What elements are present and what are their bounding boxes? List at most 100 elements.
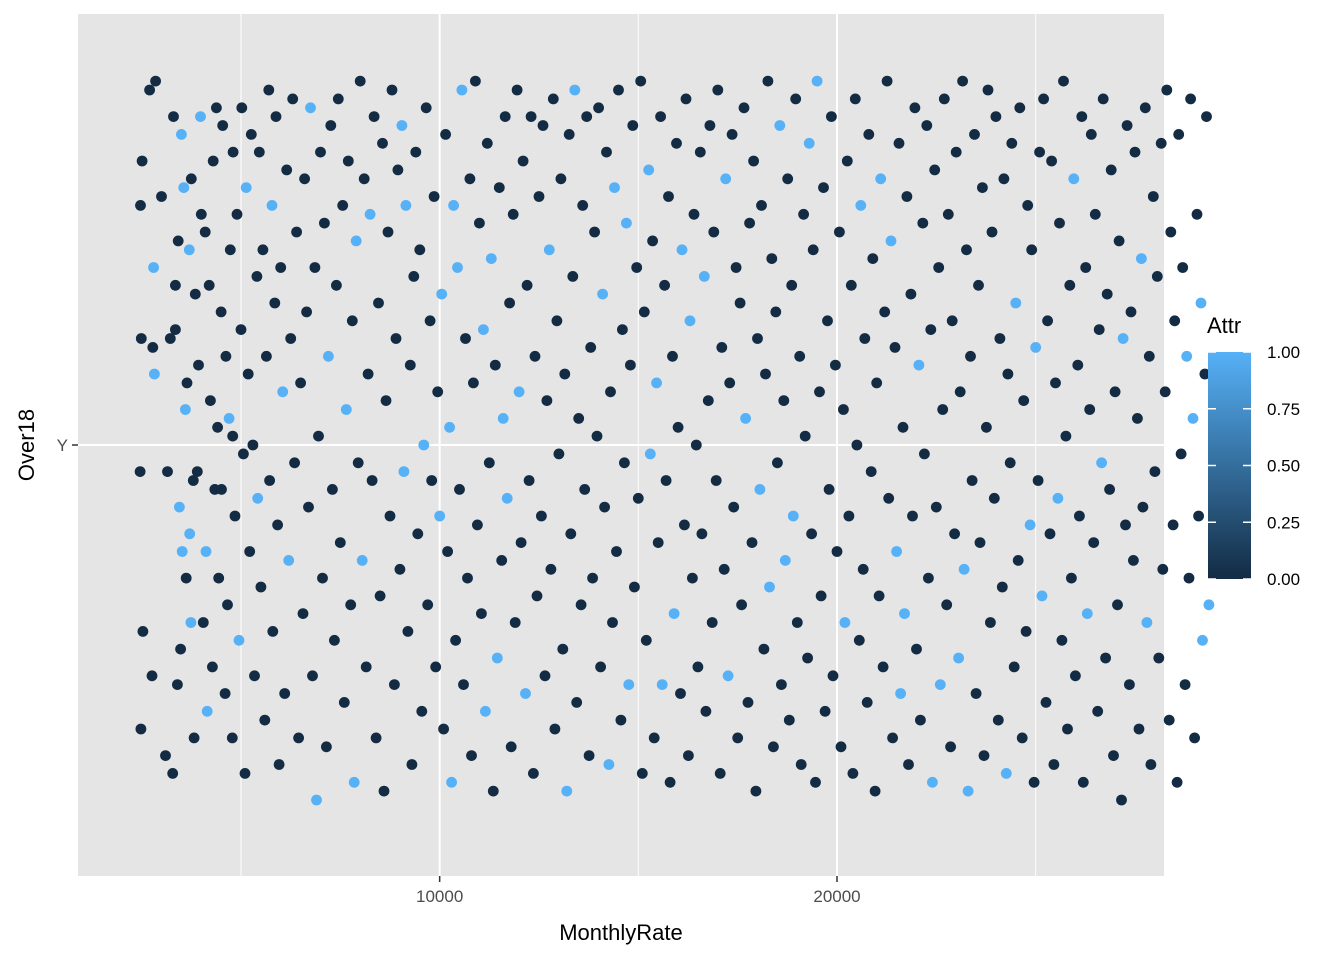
scatter-point bbox=[1116, 794, 1127, 806]
scatter-point bbox=[200, 546, 212, 557]
scatter-point bbox=[207, 155, 219, 167]
scatter-point bbox=[251, 271, 263, 282]
scatter-point bbox=[176, 546, 188, 557]
scatter-point bbox=[623, 679, 635, 690]
scatter-point bbox=[631, 262, 643, 273]
scatter-point bbox=[394, 563, 406, 575]
scatter-point bbox=[420, 102, 432, 114]
scatter-point bbox=[865, 466, 877, 477]
scatter-point bbox=[770, 306, 782, 318]
legend-break-label: 0.75 bbox=[1267, 400, 1300, 419]
scatter-point bbox=[438, 723, 449, 735]
scatter-point bbox=[679, 519, 690, 531]
scatter-point bbox=[191, 466, 203, 477]
scatter-point bbox=[1022, 200, 1034, 211]
scatter-point bbox=[1181, 350, 1193, 362]
scatter-point bbox=[752, 333, 763, 344]
scatter-point bbox=[647, 235, 658, 247]
scatter-point bbox=[255, 581, 267, 593]
scatter-point bbox=[313, 430, 324, 442]
scatter-point bbox=[818, 182, 829, 194]
scatter-point bbox=[599, 501, 610, 513]
scatter-point bbox=[736, 599, 747, 611]
scatter-point bbox=[174, 501, 185, 513]
scatter-point bbox=[185, 173, 197, 185]
scatter-point bbox=[819, 705, 831, 717]
scatter-point bbox=[266, 200, 278, 211]
scatter-point bbox=[378, 785, 390, 797]
scatter-point bbox=[293, 732, 304, 744]
scatter-point bbox=[949, 528, 960, 540]
scatter-point bbox=[1105, 164, 1117, 176]
scatter-point bbox=[1010, 297, 1022, 309]
scatter-point bbox=[281, 164, 293, 176]
scatter-point bbox=[1088, 537, 1100, 548]
scatter-point bbox=[923, 572, 934, 584]
scatter-point bbox=[472, 519, 483, 531]
scatter-point bbox=[470, 75, 481, 87]
scatter-point bbox=[1179, 679, 1191, 690]
scatter-point bbox=[961, 244, 972, 256]
scatter-point bbox=[377, 137, 388, 149]
scatter-point bbox=[1012, 555, 1024, 566]
scatter-point bbox=[636, 768, 648, 779]
scatter-point bbox=[252, 492, 264, 504]
scatter-point bbox=[456, 84, 468, 96]
scatter-point bbox=[1169, 315, 1181, 327]
scatter-point bbox=[903, 759, 914, 770]
scatter-point bbox=[1136, 253, 1147, 264]
scatter-point bbox=[468, 377, 479, 389]
scatter-point bbox=[895, 688, 906, 699]
x-tick-label: 10000 bbox=[416, 887, 463, 906]
scatter-point bbox=[491, 652, 503, 664]
scatter-point bbox=[810, 776, 821, 788]
scatter-point bbox=[504, 297, 515, 309]
scatter-point bbox=[1189, 732, 1200, 744]
scatter-point bbox=[791, 617, 803, 628]
scatter-point bbox=[1081, 608, 1093, 619]
scatter-point bbox=[807, 244, 819, 256]
scatter-point bbox=[583, 750, 595, 761]
scatter-point bbox=[644, 448, 656, 460]
scatter-point bbox=[462, 572, 473, 584]
scatter-point bbox=[1032, 475, 1044, 486]
scatter-point bbox=[710, 475, 722, 486]
scatter-point bbox=[162, 466, 173, 477]
scatter-point bbox=[236, 102, 248, 114]
scatter-point bbox=[224, 244, 236, 256]
scatter-point bbox=[523, 475, 535, 486]
x-tick-label: 20000 bbox=[813, 887, 860, 906]
scatter-point bbox=[632, 492, 644, 504]
scatter-point bbox=[464, 173, 476, 185]
scatter-point bbox=[1129, 146, 1141, 158]
scatter-point bbox=[452, 262, 463, 273]
scatter-point bbox=[1048, 759, 1060, 770]
scatter-point bbox=[396, 120, 408, 131]
scatter-point bbox=[1193, 510, 1204, 522]
scatter-point bbox=[806, 528, 817, 540]
scatter-point bbox=[137, 626, 149, 637]
scatter-point bbox=[307, 670, 318, 682]
scatter-point bbox=[855, 200, 867, 211]
scatter-point bbox=[841, 155, 853, 167]
scatter-point bbox=[732, 732, 744, 744]
scatter-point bbox=[410, 146, 422, 158]
scatter-point bbox=[1066, 572, 1077, 584]
scatter-point bbox=[663, 191, 674, 202]
scatter-point bbox=[551, 315, 563, 327]
scatter-point bbox=[768, 741, 779, 753]
scatter-point bbox=[579, 484, 591, 495]
scatter-point bbox=[1108, 750, 1119, 761]
scatter-point bbox=[287, 93, 299, 105]
scatter-point bbox=[1171, 776, 1183, 788]
scatter-point bbox=[559, 368, 571, 380]
scatter-point bbox=[1143, 350, 1155, 362]
scatter-point bbox=[823, 484, 835, 495]
scatter-point bbox=[233, 634, 245, 646]
scatter-point bbox=[1068, 173, 1080, 185]
scatter-point bbox=[857, 563, 869, 575]
scatter-point bbox=[734, 297, 746, 309]
scatter-point bbox=[985, 617, 996, 628]
scatter-point bbox=[795, 759, 807, 770]
scatter-point bbox=[814, 386, 825, 398]
